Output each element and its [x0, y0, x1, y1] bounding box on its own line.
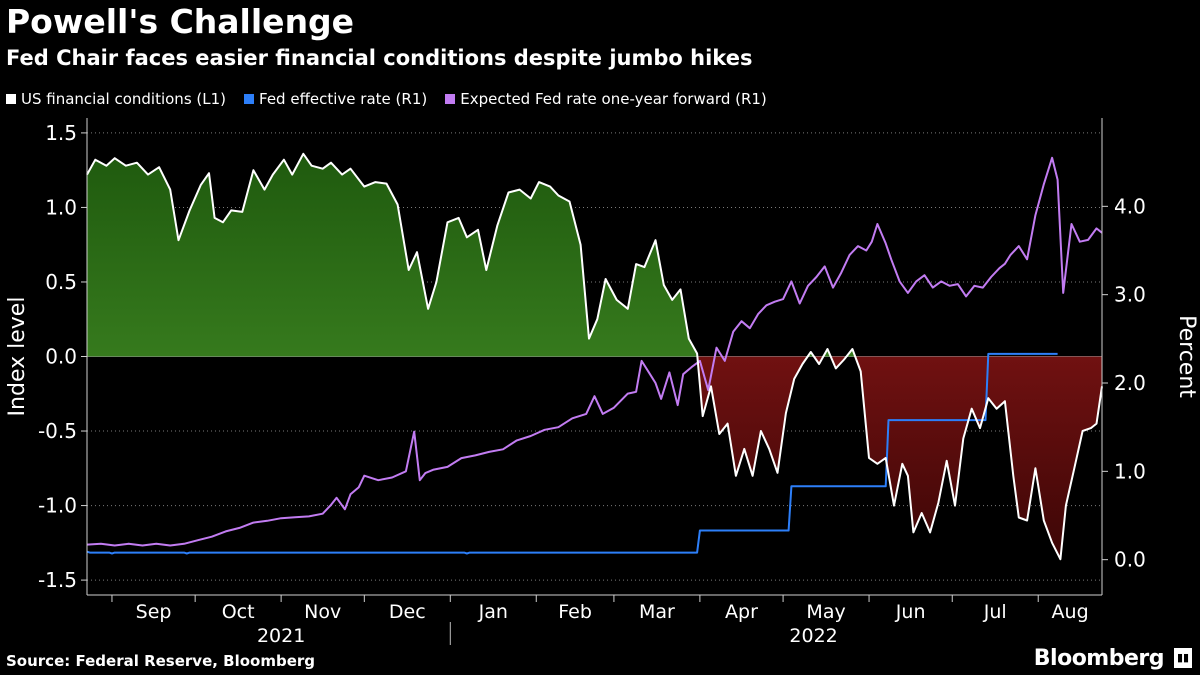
- month-label: Feb: [558, 601, 592, 623]
- right-axis-title: Percent: [1174, 315, 1199, 398]
- left-tick-label: 1.0: [45, 195, 77, 219]
- year-label-2022: 2022: [789, 625, 837, 647]
- expected-rate-line: [86, 156, 1103, 547]
- legend-item-fed-rate: Fed effective rate (R1): [244, 90, 427, 108]
- month-label: Sep: [136, 601, 172, 623]
- legend-label-fed-rate: Fed effective rate (R1): [259, 90, 428, 108]
- right-tick-label: 3.0: [1114, 283, 1146, 307]
- brand-logo: Bloomberg: [1033, 646, 1165, 671]
- left-axis-title: Index level: [5, 297, 30, 417]
- left-tick-label: 1.5: [45, 121, 77, 145]
- axis-layer: 1.5 1.0 0.5 0.0 -0.5 -1.0 -1.5 4.0 3.0 2.0 1.0 0.0 I…: [5, 118, 1199, 647]
- left-tick-label: -1.5: [38, 568, 77, 592]
- month-label: Jul: [983, 601, 1007, 623]
- legend-label-fci: US financial conditions (L1): [21, 90, 227, 108]
- right-tick-label: 2.0: [1114, 371, 1146, 395]
- month-label: Nov: [304, 601, 341, 623]
- fill-layer: [87, 153, 1102, 560]
- left-tick-label: -0.5: [38, 419, 77, 443]
- fci-negative-area: [87, 356, 1102, 560]
- legend: US financial conditions (L1) Fed effecti…: [6, 90, 767, 108]
- legend-item-fci: US financial conditions (L1): [6, 90, 226, 108]
- legend-swatch-fci: [6, 94, 16, 104]
- month-label: Apr: [725, 601, 758, 623]
- left-tick-label: 0.5: [45, 270, 77, 294]
- chart-icon: ▮▮: [1174, 648, 1192, 668]
- right-tick-label: 4.0: [1114, 194, 1146, 218]
- month-label: Oct: [222, 601, 255, 623]
- legend-swatch-fed-rate: [244, 94, 255, 104]
- month-label: Dec: [389, 601, 426, 623]
- legend-item-expected-rate: Expected Fed rate one-year forward (R1): [445, 90, 767, 108]
- left-tick-label: 0.0: [45, 345, 77, 369]
- month-label: Aug: [1052, 601, 1089, 623]
- right-tick-label: 1.0: [1114, 459, 1146, 483]
- fed-rate-line: [86, 352, 1058, 555]
- month-label: Jan: [478, 601, 508, 623]
- fci-line: [86, 152, 1103, 561]
- chart-subtitle: Fed Chair faces easier financial conditi…: [6, 46, 753, 70]
- month-label: Jun: [895, 601, 926, 623]
- month-label: May: [806, 601, 845, 623]
- month-label: Mar: [639, 601, 675, 623]
- line-layer: [86, 152, 1103, 561]
- year-label-2021: 2021: [257, 625, 305, 647]
- left-tick-label: -1.0: [38, 494, 77, 518]
- legend-swatch-expected-rate: [445, 94, 456, 104]
- chart-title: Powell's Challenge: [6, 2, 355, 41]
- fci-positive-area: [87, 153, 1102, 357]
- source-note: Source: Federal Reserve, Bloomberg: [6, 652, 316, 670]
- legend-label-expected-rate: Expected Fed rate one-year forward (R1): [460, 90, 767, 108]
- right-tick-label: 0.0: [1114, 548, 1146, 572]
